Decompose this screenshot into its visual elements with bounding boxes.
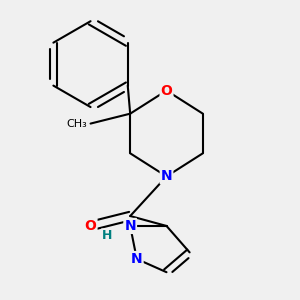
Text: O: O <box>85 219 97 233</box>
Text: N: N <box>131 252 142 266</box>
Text: N: N <box>124 219 136 233</box>
Text: H: H <box>102 230 112 242</box>
Text: CH₃: CH₃ <box>67 118 87 129</box>
Text: N: N <box>161 169 172 183</box>
Text: O: O <box>160 84 172 98</box>
